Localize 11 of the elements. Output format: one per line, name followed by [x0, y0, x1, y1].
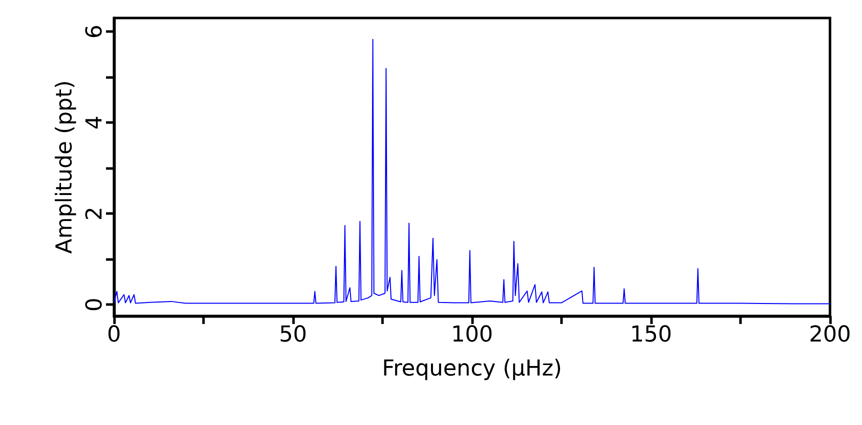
y-tick-label: 4 [82, 116, 108, 130]
x-axis-title: Frequency (μHz) [382, 356, 562, 382]
x-tick-label: 150 [630, 322, 672, 348]
y-tick-label: 0 [82, 298, 108, 312]
y-tick-label: 6 [82, 24, 108, 39]
y-axis-title: Amplitude (ppt) [52, 80, 78, 254]
x-tick-label: 200 [809, 322, 851, 348]
x-tick-label: 50 [279, 322, 307, 348]
y-tick-label: 2 [82, 206, 108, 221]
x-tick-label: 100 [451, 322, 493, 348]
line-series [114, 38, 830, 304]
